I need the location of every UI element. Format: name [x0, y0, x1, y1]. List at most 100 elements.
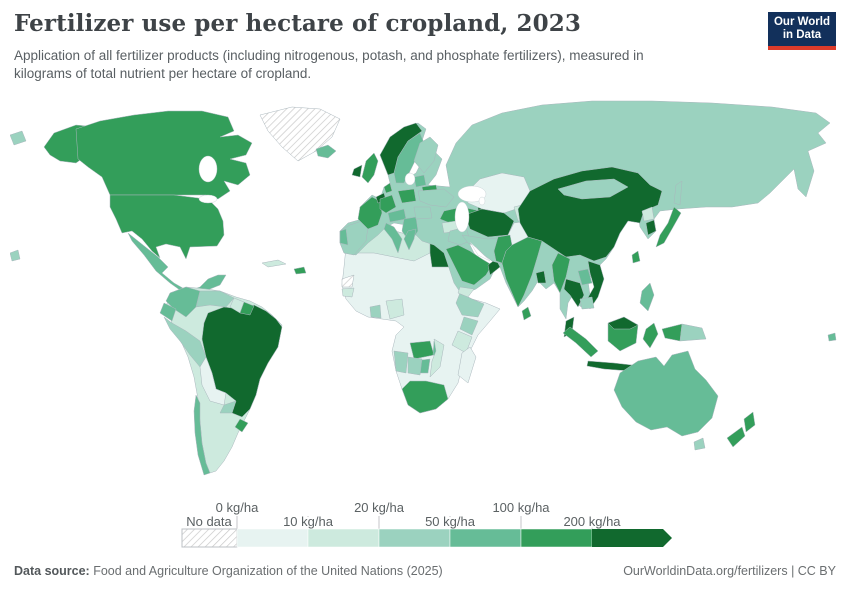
country-ukraine[interactable]	[417, 188, 455, 208]
legend-label-0: 0 kg/ha	[216, 500, 259, 515]
country-sakhalin[interactable]	[673, 180, 683, 206]
baltic-sea	[404, 172, 416, 186]
chart-header: Fertilizer use per hectare of cropland, …	[14, 10, 836, 83]
country-new-zealand-north[interactable]	[743, 411, 756, 433]
country-chile[interactable]	[193, 394, 211, 476]
country-mexico[interactable]	[127, 232, 227, 296]
map-legend: No data 0 kg/ha 10 kg/ha 20 kg/ha 50 kg/…	[0, 497, 850, 555]
country-germany[interactable]	[379, 194, 397, 214]
country-denmark[interactable]	[383, 182, 393, 194]
caspian-sea	[454, 201, 470, 233]
owid-logo-line1: Our World	[773, 15, 830, 28]
country-australia[interactable]	[613, 350, 719, 437]
country-namibia[interactable]	[393, 350, 409, 374]
country-south-korea[interactable]	[645, 219, 657, 236]
country-nigeria[interactable]	[385, 298, 405, 320]
country-papua-new-guinea[interactable]	[679, 323, 707, 342]
aral-sea	[478, 196, 486, 206]
country-ireland[interactable]	[351, 164, 363, 178]
legend-swatch-0[interactable]	[236, 528, 309, 548]
country-yemen[interactable]	[457, 286, 475, 298]
country-united-states[interactable]	[109, 194, 225, 260]
country-russia-fragment-west[interactable]	[9, 130, 27, 146]
legend-label-10: 10 kg/ha	[283, 514, 334, 529]
country-cuba[interactable]	[261, 259, 287, 268]
country-poland[interactable]	[397, 188, 417, 204]
country-france[interactable]	[357, 196, 383, 230]
country-philippines[interactable]	[639, 282, 655, 312]
country-new-zealand-south[interactable]	[726, 426, 746, 448]
country-greece[interactable]	[403, 228, 417, 251]
persian-gulf	[469, 241, 491, 262]
country-ecuador[interactable]	[159, 302, 177, 322]
country-venezuela[interactable]	[195, 290, 235, 308]
credit-link[interactable]: OurWorldinData.org/fertilizers | CC BY	[623, 564, 836, 578]
country-dominican-republic[interactable]	[293, 266, 307, 275]
legend-label-50: 50 kg/ha	[425, 514, 476, 529]
page-subtitle: Application of all fertilizer products (…	[14, 48, 644, 81]
country-botswana[interactable]	[407, 356, 423, 376]
legend-swatch-5[interactable]	[592, 529, 672, 547]
country-paraguay[interactable]	[219, 400, 237, 414]
black-sea	[457, 185, 487, 203]
country-indonesia-sumatra[interactable]	[562, 326, 599, 358]
country-suriname[interactable]	[239, 301, 255, 316]
country-canada[interactable]	[75, 110, 253, 200]
legend-label-20: 20 kg/ha	[354, 500, 405, 515]
country-tasmania[interactable]	[693, 437, 706, 451]
country-ghana[interactable]	[369, 304, 382, 319]
legend-no-data-label: No data	[186, 514, 232, 529]
country-western-sahara[interactable]	[341, 274, 355, 288]
country-laos[interactable]	[577, 268, 593, 286]
owid-logo-line2: in Data	[782, 29, 822, 41]
country-united-kingdom[interactable]	[361, 152, 379, 184]
country-myanmar[interactable]	[551, 252, 571, 294]
legend-svg: No data 0 kg/ha 10 kg/ha 20 kg/ha 50 kg/…	[181, 500, 672, 548]
country-ethiopia[interactable]	[455, 292, 485, 318]
page-title: Fertilizer use per hectare of cropland, …	[14, 10, 581, 37]
country-colombia[interactable]	[165, 286, 201, 318]
country-senegal[interactable]	[341, 287, 355, 298]
country-portugal[interactable]	[339, 228, 349, 246]
country-taiwan[interactable]	[631, 250, 641, 264]
country-indonesia-papua[interactable]	[661, 323, 683, 342]
country-indonesia-sulawesi[interactable]	[642, 322, 659, 349]
country-madagascar[interactable]	[457, 346, 477, 384]
great-lakes	[198, 194, 218, 204]
country-fiji[interactable]	[827, 332, 837, 342]
country-bangladesh[interactable]	[535, 270, 547, 284]
data-source-text: Food and Agriculture Organization of the…	[89, 564, 443, 578]
country-iceland[interactable]	[315, 144, 337, 159]
world-map	[9, 95, 840, 495]
legend-label-200: 200 kg/ha	[563, 514, 621, 529]
country-sri-lanka[interactable]	[521, 306, 532, 321]
legend-swatch-1[interactable]	[307, 528, 380, 548]
country-russia-fragment-pacific[interactable]	[9, 249, 21, 262]
legend-swatch-2[interactable]	[378, 528, 451, 548]
country-uruguay[interactable]	[234, 418, 249, 433]
country-thailand[interactable]	[563, 278, 585, 308]
legend-swatch-4[interactable]	[520, 528, 593, 548]
legend-label-100: 100 kg/ha	[492, 500, 550, 515]
owid-logo[interactable]: Our World in Data	[768, 12, 836, 50]
country-mozambique[interactable]	[429, 338, 445, 378]
legend-no-data-swatch[interactable]	[181, 528, 238, 548]
country-japan[interactable]	[655, 206, 682, 248]
country-mongolia[interactable]	[557, 178, 629, 200]
country-finland[interactable]	[413, 136, 439, 174]
country-uzbekistan-turkmenistan[interactable]	[464, 208, 515, 238]
country-italy[interactable]	[383, 222, 403, 254]
country-china[interactable]	[517, 166, 663, 262]
country-malaysia-borneo[interactable]	[607, 316, 639, 330]
country-baltics[interactable]	[413, 174, 427, 188]
country-south-africa[interactable]	[401, 380, 449, 414]
country-north-korea[interactable]	[641, 206, 655, 222]
hudson-bay	[198, 155, 218, 183]
country-kenya[interactable]	[459, 316, 479, 336]
country-peru[interactable]	[163, 316, 207, 368]
legend-swatch-3[interactable]	[449, 528, 522, 548]
data-source: Data source: Food and Agriculture Organi…	[14, 564, 443, 578]
data-source-label: Data source:	[14, 564, 90, 578]
country-cambodia[interactable]	[579, 296, 595, 310]
country-romania[interactable]	[413, 206, 433, 220]
